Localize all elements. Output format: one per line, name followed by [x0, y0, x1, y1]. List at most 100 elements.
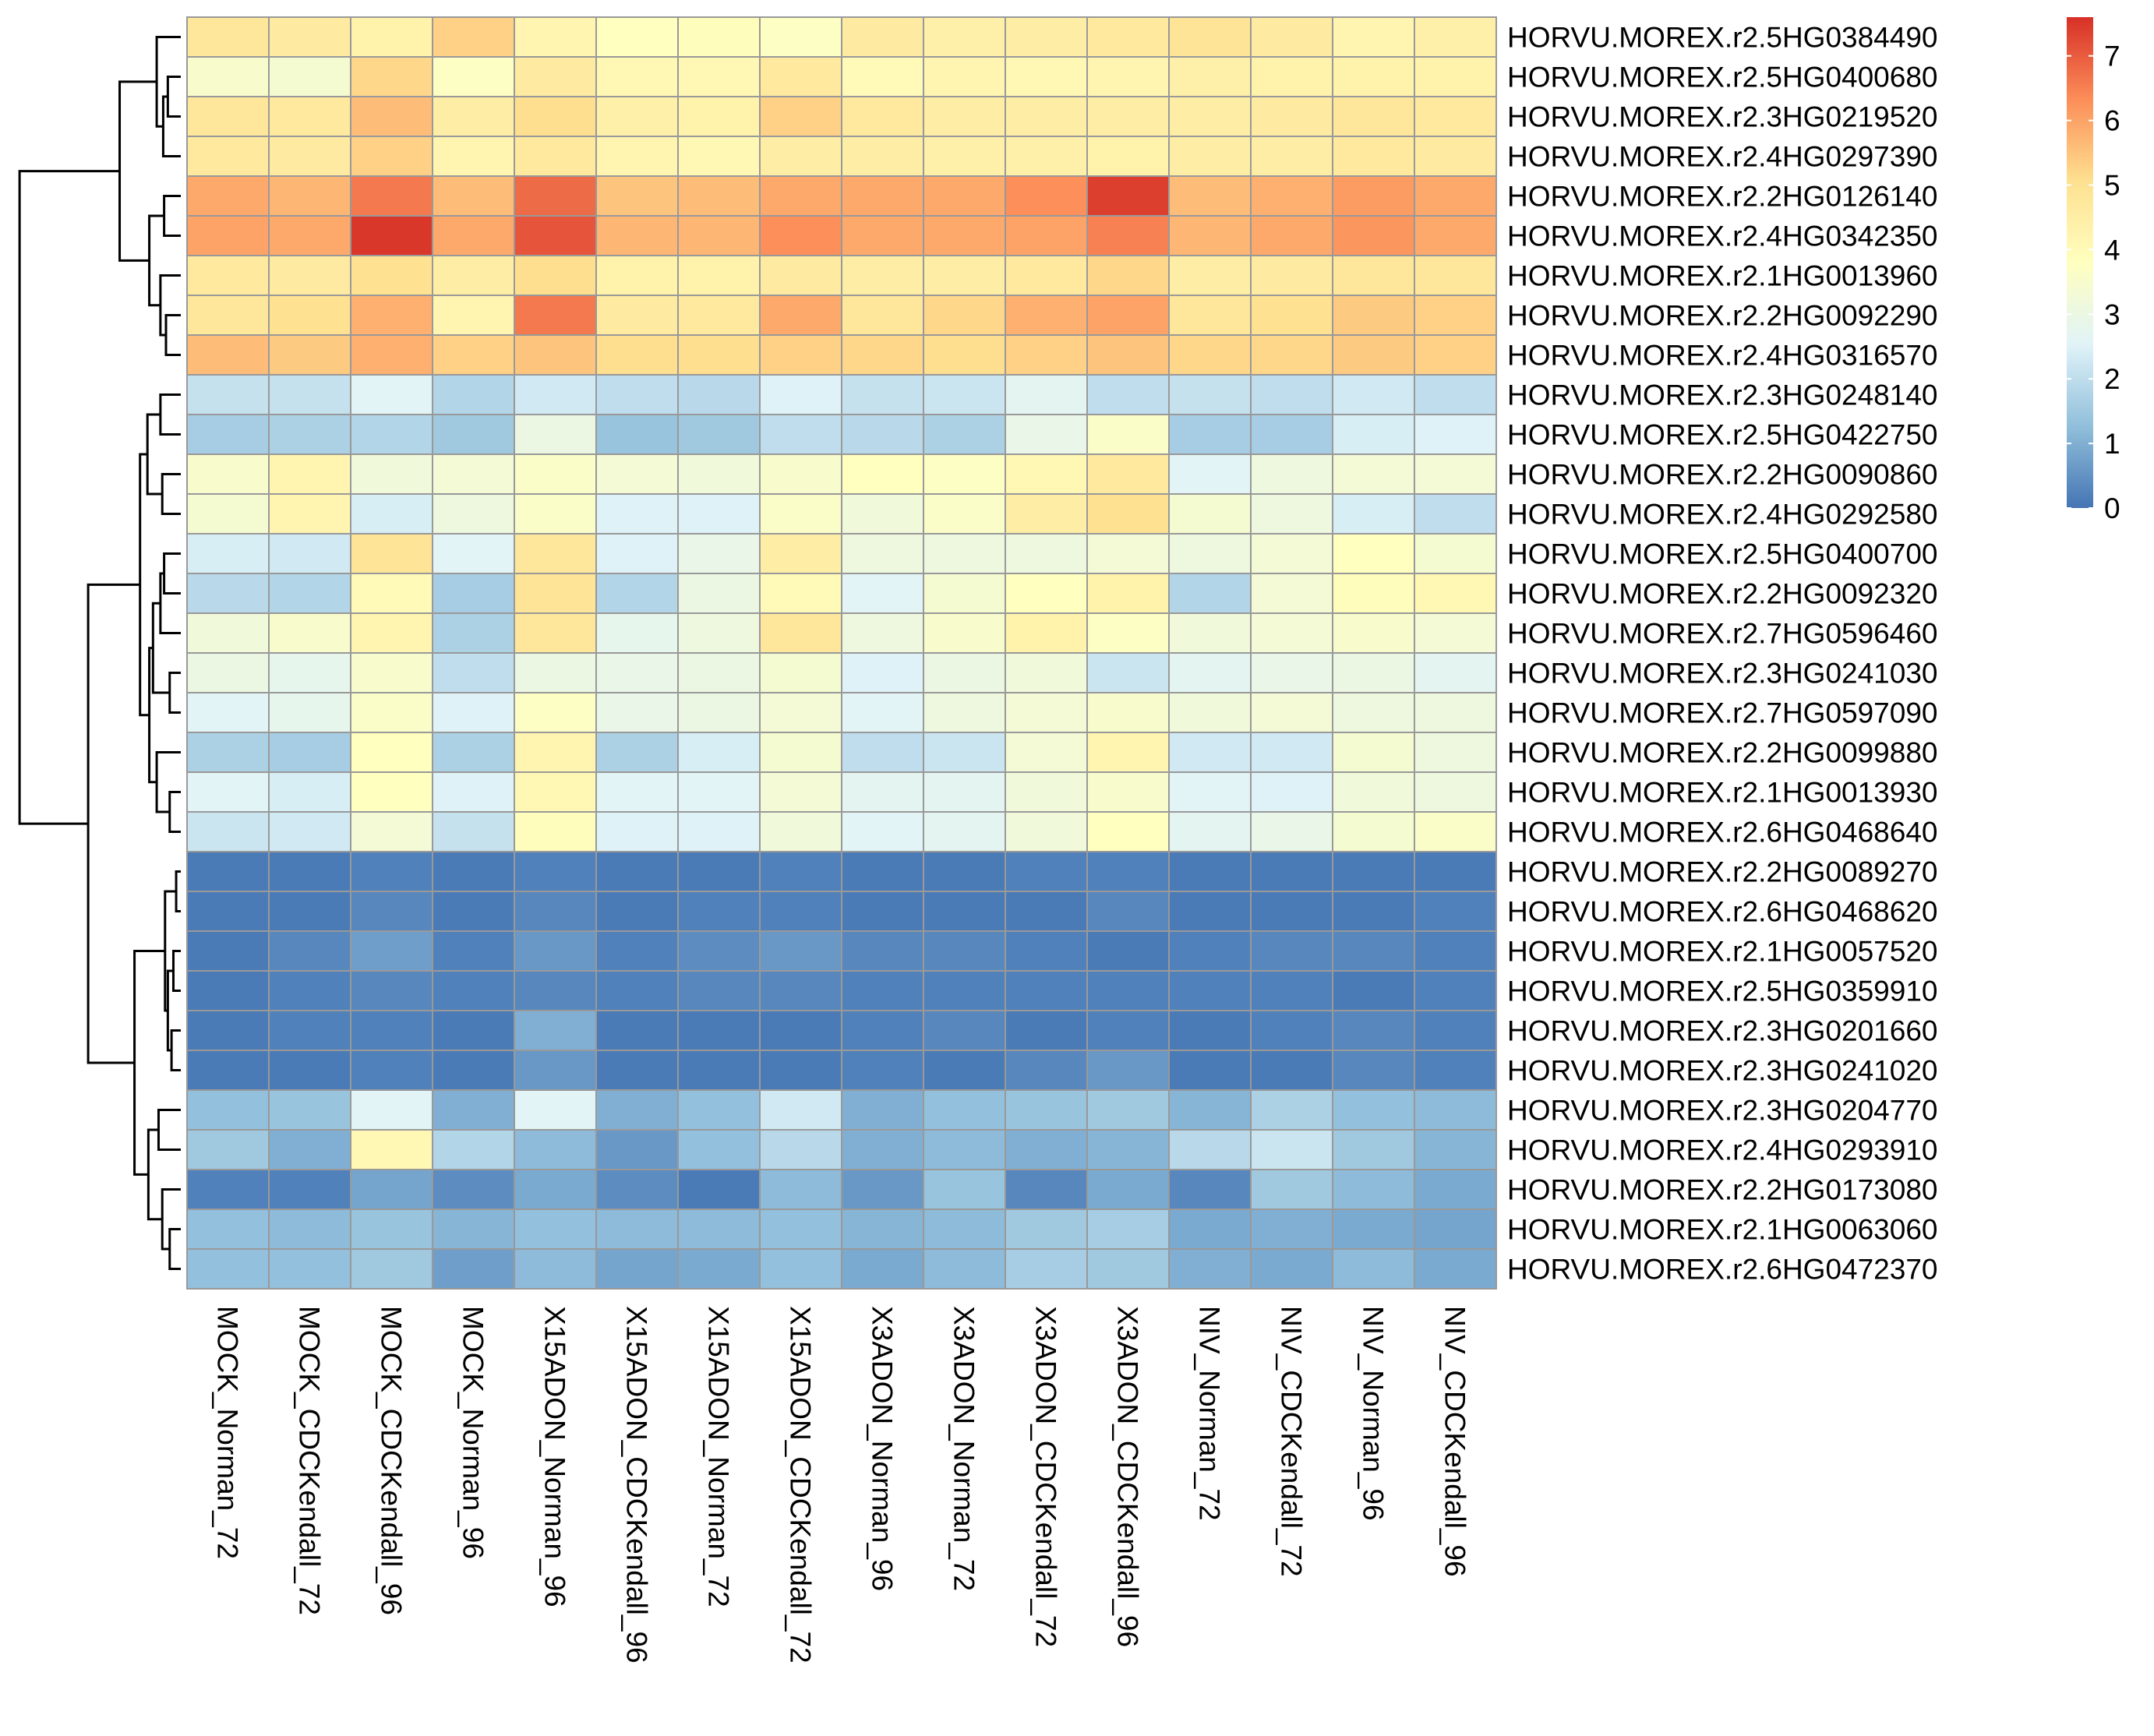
row-label: HORVU.MOREX.r2.4HG0293910 — [1507, 1134, 1938, 1166]
dendrogram-branch — [157, 1109, 181, 1151]
row-label: HORVU.MOREX.r2.5HG0400680 — [1507, 62, 1938, 94]
heatmap-cell — [759, 930, 842, 972]
heatmap-cell — [1168, 692, 1252, 733]
row-label: HORVU.MOREX.r2.1HG0057520 — [1507, 936, 1938, 968]
heatmap-cell — [759, 652, 842, 693]
heatmap-cell — [1414, 533, 1497, 574]
heatmap-cell — [1250, 1129, 1333, 1170]
heatmap-cell — [514, 891, 597, 932]
heatmap-cell — [1005, 692, 1088, 733]
heatmap-cell — [186, 136, 270, 177]
heatmap-cell — [1414, 1129, 1497, 1170]
heatmap-cell — [1332, 1208, 1415, 1250]
heatmap-cell — [1168, 414, 1252, 455]
heatmap-cell — [1332, 175, 1415, 217]
heatmap-cell — [841, 1208, 924, 1250]
column-label: MOCK_Norman_96 — [457, 1306, 489, 1559]
heatmap-cell — [186, 930, 270, 972]
heatmap-cell — [350, 255, 433, 296]
heatmap-cell — [841, 1169, 924, 1210]
heatmap-cell — [1005, 1089, 1088, 1131]
heatmap-cell — [514, 295, 597, 336]
heatmap-cell — [1005, 453, 1088, 495]
heatmap-cell — [1250, 930, 1333, 972]
heatmap-cell — [677, 612, 761, 654]
heatmap-cell — [1168, 970, 1252, 1011]
column-label: X3ADON_CDCKendall_96 — [1112, 1306, 1144, 1647]
heatmap-cell — [1005, 1129, 1088, 1170]
heatmap-cell — [1414, 652, 1497, 693]
heatmap-cell — [759, 493, 842, 535]
heatmap-cell — [1168, 811, 1252, 852]
heatmap-cell — [841, 1129, 924, 1170]
heatmap-cell — [268, 56, 351, 97]
heatmap-cell — [595, 215, 679, 256]
heatmap-cell — [1168, 175, 1252, 217]
heatmap-cell — [677, 1010, 761, 1051]
heatmap-cell — [268, 612, 351, 654]
heatmap-cell — [595, 1010, 679, 1051]
heatmap-cell — [350, 16, 433, 58]
heatmap-cell — [1168, 215, 1252, 256]
heatmap-cell — [1005, 56, 1088, 97]
heatmap-cell — [1005, 811, 1088, 852]
heatmap-cell — [268, 453, 351, 495]
heatmap-cell — [923, 1248, 1006, 1290]
heatmap-cell — [514, 255, 597, 296]
heatmap-cell — [1086, 652, 1170, 693]
heatmap-cell — [595, 692, 679, 733]
heatmap-cell — [759, 96, 842, 137]
heatmap-cell — [514, 1129, 597, 1170]
heatmap-cell — [514, 1208, 597, 1250]
heatmap-cell — [1250, 612, 1333, 654]
heatmap-cell — [1086, 811, 1170, 852]
colorbar-tick-label: 0 — [2104, 492, 2120, 524]
heatmap-cell — [595, 334, 679, 376]
heatmap-cell — [268, 255, 351, 296]
heatmap-cell — [1414, 334, 1497, 376]
heatmap-cell — [268, 652, 351, 693]
heatmap-cell — [1086, 414, 1170, 455]
heatmap-cell — [759, 692, 842, 733]
heatmap-cell — [841, 811, 924, 852]
heatmap-cell — [1414, 692, 1497, 733]
colorbar-tick-label: 7 — [2104, 41, 2120, 72]
column-label: X15ADON_Norman_72 — [703, 1306, 735, 1607]
heatmap-cell — [1250, 1089, 1333, 1131]
heatmap-cell — [1168, 1169, 1252, 1210]
heatmap-cell — [677, 255, 761, 296]
dendrogram-branch — [148, 214, 164, 307]
heatmap-cell — [1005, 1169, 1088, 1210]
heatmap-cell — [1332, 732, 1415, 773]
heatmap-cell — [595, 175, 679, 217]
heatmap-cell — [923, 1208, 1006, 1250]
heatmap-cell — [1168, 1208, 1252, 1250]
heatmap-cell — [841, 930, 924, 972]
dendrogram-branch — [148, 647, 157, 784]
heatmap-cell — [1332, 255, 1415, 296]
heatmap-cell — [350, 96, 433, 137]
heatmap-cell — [268, 1248, 351, 1290]
heatmap-cell — [841, 573, 924, 614]
heatmap-cell — [514, 851, 597, 892]
heatmap-cell — [1005, 1208, 1088, 1250]
column-label: NIV_CDCKendall_96 — [1439, 1306, 1471, 1577]
heatmap-cell — [1005, 930, 1088, 972]
dendrogram-branch — [161, 473, 181, 515]
heatmap-cell — [759, 255, 842, 296]
heatmap-cell — [759, 136, 842, 177]
heatmap-cell — [514, 970, 597, 1011]
heatmap-cell — [514, 1169, 597, 1210]
heatmap-cell — [350, 1010, 433, 1051]
heatmap-cell — [514, 56, 597, 97]
heatmap-cell — [595, 453, 679, 495]
heatmap-cell — [1414, 175, 1497, 217]
row-label: HORVU.MOREX.r2.5HG0384490 — [1507, 22, 1938, 54]
dendrogram-branch — [133, 950, 165, 1176]
heatmap-cell — [350, 732, 433, 773]
dendrogram-branch — [171, 950, 181, 992]
heatmap-cell — [841, 1089, 924, 1131]
heatmap-cell — [186, 374, 270, 415]
heatmap-cell — [514, 811, 597, 852]
heatmap-cell — [923, 533, 1006, 574]
